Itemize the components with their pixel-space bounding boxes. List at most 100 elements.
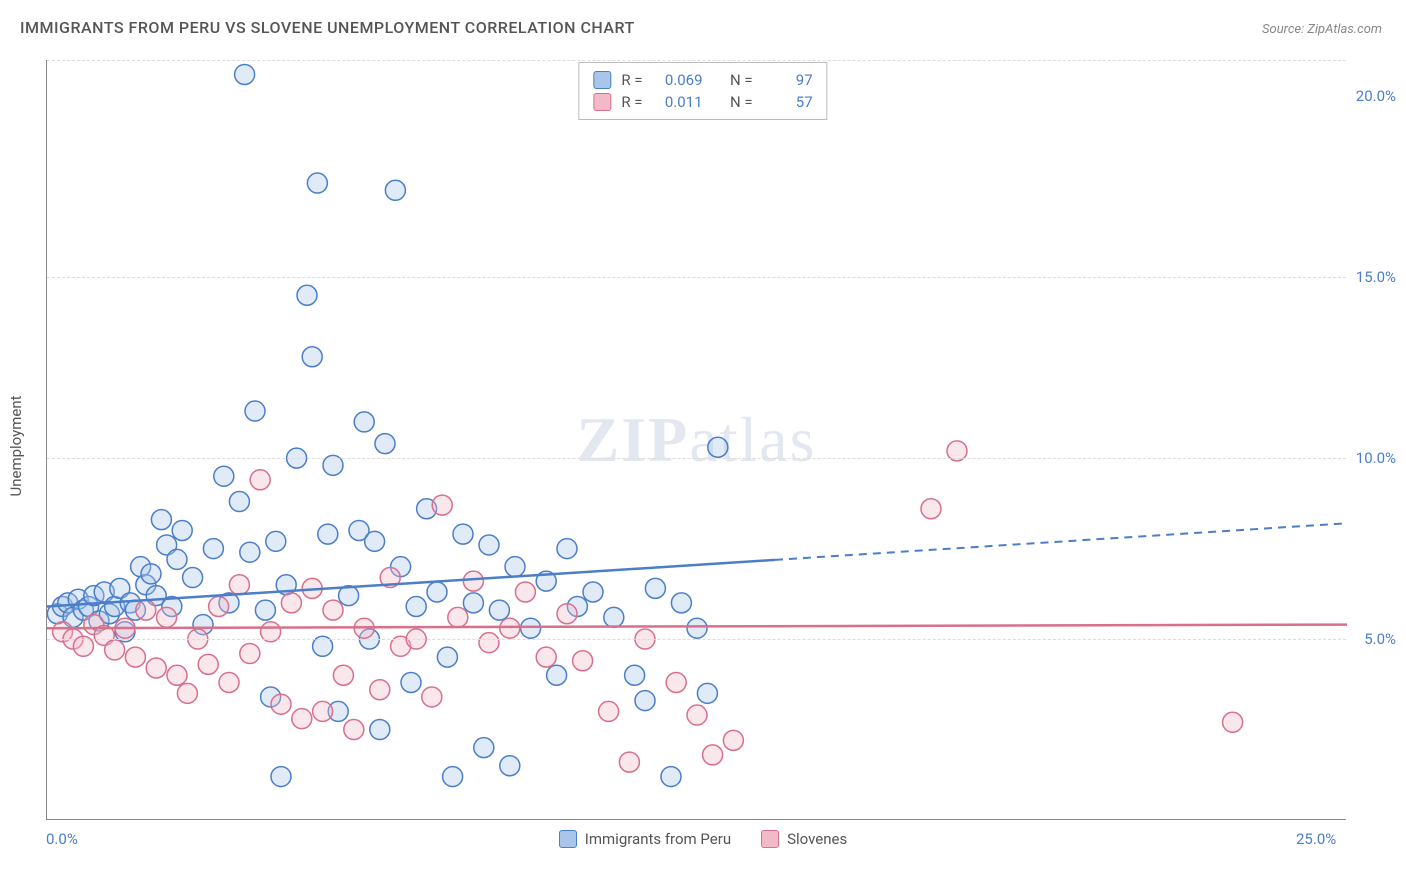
scatter-point-peru — [437, 647, 457, 667]
scatter-point-peru — [697, 683, 717, 703]
scatter-point-peru — [245, 401, 265, 421]
scatter-point-slovenes — [666, 672, 686, 692]
legend-R-label: R = — [621, 71, 642, 89]
scatter-point-slovenes — [573, 651, 593, 671]
scatter-point-peru — [167, 549, 187, 569]
source-label: Source: ZipAtlas.com — [1262, 22, 1382, 37]
x-tick-label: 0.0% — [46, 830, 78, 848]
gridline — [47, 60, 1346, 61]
scatter-point-peru — [365, 531, 385, 551]
scatter-point-slovenes — [157, 607, 177, 627]
legend-series-item: Immigrants from Peru — [559, 830, 731, 848]
scatter-point-peru — [687, 618, 707, 638]
scatter-point-peru — [604, 607, 624, 627]
scatter-point-slovenes — [333, 665, 353, 685]
plot-svg — [47, 60, 1346, 819]
scatter-point-peru — [297, 285, 317, 305]
scatter-point-peru — [203, 539, 223, 559]
scatter-point-peru — [385, 180, 405, 200]
y-tick-label: 10.0% — [1356, 449, 1396, 467]
gridline — [47, 277, 1346, 278]
legend-series-item: Slovenes — [761, 830, 847, 848]
scatter-point-slovenes — [105, 640, 125, 660]
legend-N-label: N = — [730, 93, 753, 111]
scatter-point-slovenes — [515, 582, 535, 602]
scatter-point-peru — [505, 557, 525, 577]
scatter-point-slovenes — [240, 644, 260, 664]
gridline — [47, 639, 1346, 640]
scatter-point-peru — [583, 582, 603, 602]
scatter-point-slovenes — [479, 633, 499, 653]
y-axis-label: Unemployment — [7, 395, 25, 496]
legend-series-label: Slovenes — [787, 830, 847, 848]
scatter-point-slovenes — [198, 654, 218, 674]
scatter-point-peru — [375, 434, 395, 454]
gridline — [47, 458, 1346, 459]
legend-correlation-row: R = 0.011 N = 57 — [593, 91, 812, 113]
scatter-point-slovenes — [687, 705, 707, 725]
scatter-point-peru — [172, 520, 192, 540]
scatter-point-peru — [671, 593, 691, 613]
scatter-point-peru — [489, 600, 509, 620]
legend-R-value: 0.011 — [653, 93, 703, 111]
scatter-point-peru — [255, 600, 275, 620]
legend-series: Immigrants from Peru Slovenes — [0, 830, 1406, 848]
legend-swatch — [761, 830, 779, 848]
scatter-point-slovenes — [125, 647, 145, 667]
legend-R-label: R = — [621, 93, 642, 111]
scatter-point-peru — [302, 347, 322, 367]
scatter-point-slovenes — [921, 499, 941, 519]
y-tick-label: 20.0% — [1356, 87, 1396, 105]
scatter-point-slovenes — [500, 618, 520, 638]
scatter-point-peru — [635, 691, 655, 711]
scatter-point-peru — [547, 665, 567, 685]
scatter-point-slovenes — [344, 720, 364, 740]
scatter-point-slovenes — [723, 730, 743, 750]
scatter-point-slovenes — [536, 647, 556, 667]
scatter-point-peru — [427, 582, 447, 602]
scatter-point-slovenes — [557, 604, 577, 624]
scatter-point-peru — [479, 535, 499, 555]
scatter-point-slovenes — [209, 596, 229, 616]
scatter-point-peru — [141, 564, 161, 584]
scatter-point-peru — [229, 492, 249, 512]
scatter-point-slovenes — [1223, 712, 1243, 732]
legend-swatch — [593, 93, 611, 111]
scatter-point-peru — [307, 173, 327, 193]
scatter-point-peru — [500, 756, 520, 776]
legend-N-label: N = — [730, 71, 753, 89]
trendline-dashed-peru — [775, 523, 1347, 560]
scatter-point-peru — [240, 542, 260, 562]
scatter-point-slovenes — [323, 600, 343, 620]
scatter-point-peru — [708, 437, 728, 457]
scatter-point-slovenes — [219, 672, 239, 692]
scatter-point-slovenes — [432, 495, 452, 515]
scatter-point-peru — [463, 593, 483, 613]
plot-area: ZIPatlas — [46, 60, 1346, 820]
scatter-point-slovenes — [136, 600, 156, 620]
scatter-point-slovenes — [292, 709, 312, 729]
scatter-point-peru — [443, 767, 463, 787]
scatter-point-slovenes — [313, 701, 333, 721]
scatter-point-peru — [235, 64, 255, 84]
legend-N-value: 57 — [763, 93, 813, 111]
scatter-point-slovenes — [167, 665, 187, 685]
legend-R-value: 0.069 — [653, 71, 703, 89]
scatter-point-peru — [625, 665, 645, 685]
scatter-point-slovenes — [463, 571, 483, 591]
scatter-point-slovenes — [422, 687, 442, 707]
y-tick-label: 15.0% — [1356, 268, 1396, 286]
scatter-point-peru — [557, 539, 577, 559]
chart-title: IMMIGRANTS FROM PERU VS SLOVENE UNEMPLOY… — [20, 18, 635, 37]
scatter-point-slovenes — [177, 683, 197, 703]
scatter-point-peru — [401, 672, 421, 692]
scatter-point-peru — [318, 524, 338, 544]
legend-swatch — [593, 71, 611, 89]
scatter-point-peru — [151, 510, 171, 530]
scatter-point-peru — [453, 524, 473, 544]
legend-series-label: Immigrants from Peru — [585, 830, 731, 848]
scatter-point-slovenes — [619, 752, 639, 772]
scatter-point-slovenes — [370, 680, 390, 700]
scatter-point-slovenes — [229, 575, 249, 595]
scatter-point-slovenes — [448, 607, 468, 627]
